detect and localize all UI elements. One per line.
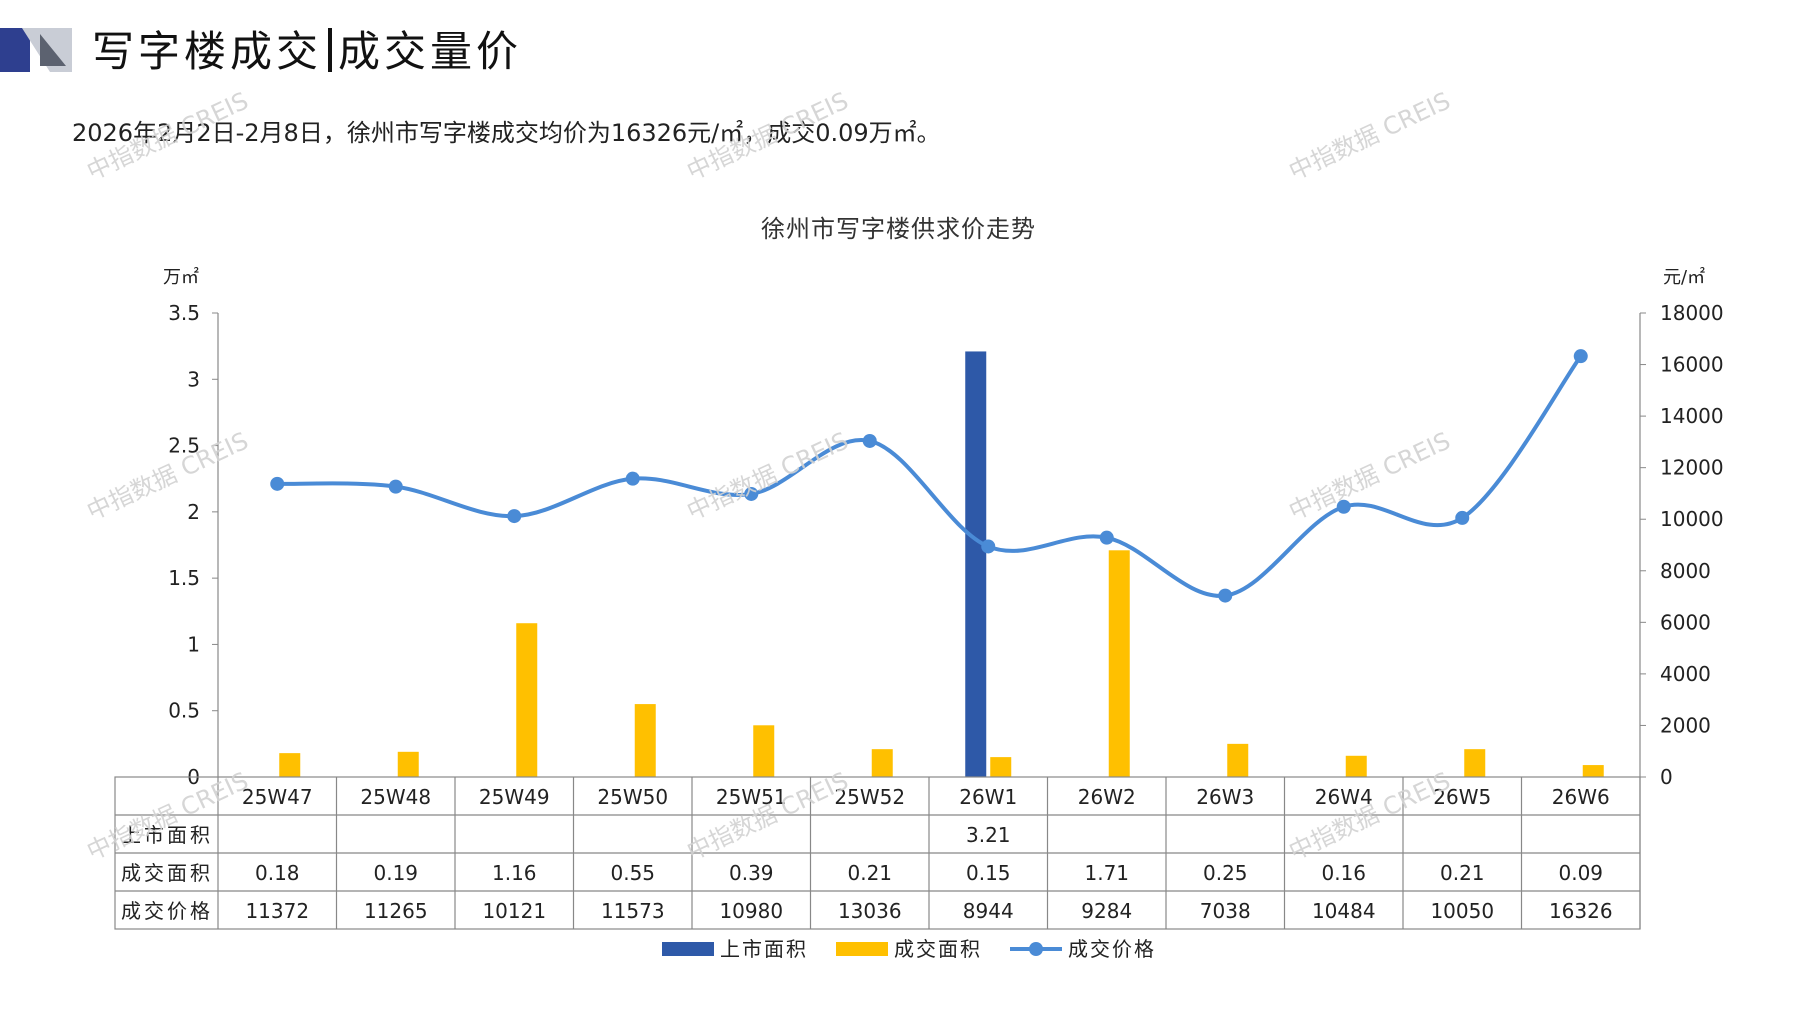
left-axis-unit: 万㎡ <box>163 267 199 288</box>
category-label: 26W1 <box>959 785 1017 809</box>
left-axis-tick-label: 0.5 <box>168 699 200 723</box>
right-axis-unit: 元/㎡ <box>1663 267 1706 288</box>
deal-area-bar <box>753 725 775 777</box>
legend-label-supply: 上市面积 <box>720 937 808 961</box>
deal-area-bar <box>1582 765 1604 777</box>
data-table-cell: 1.16 <box>492 861 537 885</box>
data-table-cell: 0.39 <box>729 861 774 885</box>
price-point <box>507 509 522 524</box>
data-table-cell: 0.16 <box>1321 861 1366 885</box>
data-table-cell: 11372 <box>245 899 309 923</box>
legend-swatch-deal-area <box>836 942 888 956</box>
left-axis-tick-label: 1.5 <box>168 566 200 590</box>
page-title-left: 写字楼成交 <box>92 27 323 76</box>
right-axis-tick-label: 4000 <box>1660 662 1711 686</box>
category-label: 25W51 <box>716 785 787 809</box>
right-axis-tick-label: 10000 <box>1660 507 1724 531</box>
deal-area-bar <box>634 704 656 777</box>
deal-area-bar <box>1345 755 1367 777</box>
left-axis-tick-label: 1 <box>187 632 200 656</box>
legend-label-deal-area: 成交面积 <box>894 937 982 961</box>
data-table-cell: 0.55 <box>610 861 655 885</box>
title-separator <box>328 28 333 72</box>
left-axis-tick-label: 3.5 <box>168 301 200 325</box>
price-point <box>1099 530 1114 545</box>
deal-area-bar <box>1108 550 1130 777</box>
category-label: 26W4 <box>1315 785 1373 809</box>
page-title-right: 成交量价 <box>338 27 523 76</box>
data-table-row-header: 成交价格 <box>121 899 213 923</box>
data-table-cell: 10121 <box>482 899 546 923</box>
price-point <box>1455 510 1470 525</box>
deal-area-bar <box>990 757 1012 777</box>
price-point <box>1336 499 1351 514</box>
price-point <box>1573 349 1588 364</box>
left-axis-tick-label: 2 <box>187 500 200 524</box>
category-label: 26W2 <box>1078 785 1136 809</box>
legend-swatch-supply <box>662 942 714 956</box>
price-point <box>1218 588 1233 603</box>
data-table-cell: 10484 <box>1312 899 1376 923</box>
category-label: 25W50 <box>597 785 668 809</box>
right-axis-tick-label: 18000 <box>1660 301 1724 325</box>
legend-swatch-price-point <box>1029 942 1043 956</box>
right-axis-tick-label: 0 <box>1660 765 1673 789</box>
deal-area-bar <box>1464 749 1486 777</box>
left-axis-tick-label: 3 <box>187 367 200 391</box>
data-table-row-header: 成交面积 <box>121 861 213 885</box>
deal-area-bar <box>279 753 301 777</box>
price-point <box>744 486 759 501</box>
category-label: 26W3 <box>1196 785 1254 809</box>
deal-area-bar <box>516 623 538 777</box>
category-label: 26W6 <box>1552 785 1610 809</box>
category-label: 25W49 <box>479 785 550 809</box>
category-label: 26W5 <box>1433 785 1491 809</box>
left-axis-tick-label: 2.5 <box>168 434 200 458</box>
supply-bar <box>965 351 987 777</box>
right-axis-tick-label: 14000 <box>1660 404 1724 428</box>
deal-area-bar <box>871 749 893 777</box>
data-table-cell: 0.21 <box>847 861 892 885</box>
data-table-cell: 0.25 <box>1203 861 1248 885</box>
legend-label-price: 成交价格 <box>1068 937 1156 961</box>
right-axis-tick-label: 12000 <box>1660 456 1724 480</box>
data-table-cell: 9284 <box>1081 899 1132 923</box>
data-table-cell: 10980 <box>719 899 783 923</box>
data-table-cell: 0.09 <box>1558 861 1603 885</box>
data-table-cell: 1.71 <box>1084 861 1129 885</box>
header-logo <box>0 28 72 72</box>
right-axis-tick-label: 16000 <box>1660 353 1724 377</box>
deal-area-bar <box>397 751 419 777</box>
price-point <box>270 476 285 491</box>
data-table-cell: 8944 <box>963 899 1014 923</box>
data-table-cell: 11265 <box>364 899 428 923</box>
data-table-cell: 7038 <box>1200 899 1251 923</box>
right-axis-tick-label: 2000 <box>1660 713 1711 737</box>
data-table-cell: 3.21 <box>966 823 1011 847</box>
data-table-cell: 0.21 <box>1440 861 1485 885</box>
page-title: 写字楼成交 成交量价 <box>92 18 522 79</box>
category-label: 25W48 <box>360 785 431 809</box>
data-table-cell: 11573 <box>601 899 665 923</box>
right-axis-tick-label: 8000 <box>1660 559 1711 583</box>
price-point <box>625 471 640 486</box>
data-table-cell: 13036 <box>838 899 902 923</box>
category-label: 25W52 <box>834 785 905 809</box>
chart-title: 徐州市写字楼供求价走势 <box>761 215 1036 243</box>
deal-area-bar <box>1227 743 1249 777</box>
price-point <box>388 479 403 494</box>
data-table-cell: 0.18 <box>255 861 300 885</box>
summary-text: 2026年2月2日-2月8日，徐州市写字楼成交均价为16326元/㎡，成交0.0… <box>72 119 941 147</box>
data-table-cell: 16326 <box>1549 899 1613 923</box>
data-table-cell: 0.15 <box>966 861 1011 885</box>
price-point <box>862 433 877 448</box>
right-axis-tick-label: 6000 <box>1660 610 1711 634</box>
price-point <box>981 539 996 554</box>
data-table-cell: 0.19 <box>373 861 418 885</box>
data-table-row-header: 上市面积 <box>121 823 213 847</box>
category-label: 25W47 <box>242 785 313 809</box>
data-table-cell: 10050 <box>1430 899 1494 923</box>
